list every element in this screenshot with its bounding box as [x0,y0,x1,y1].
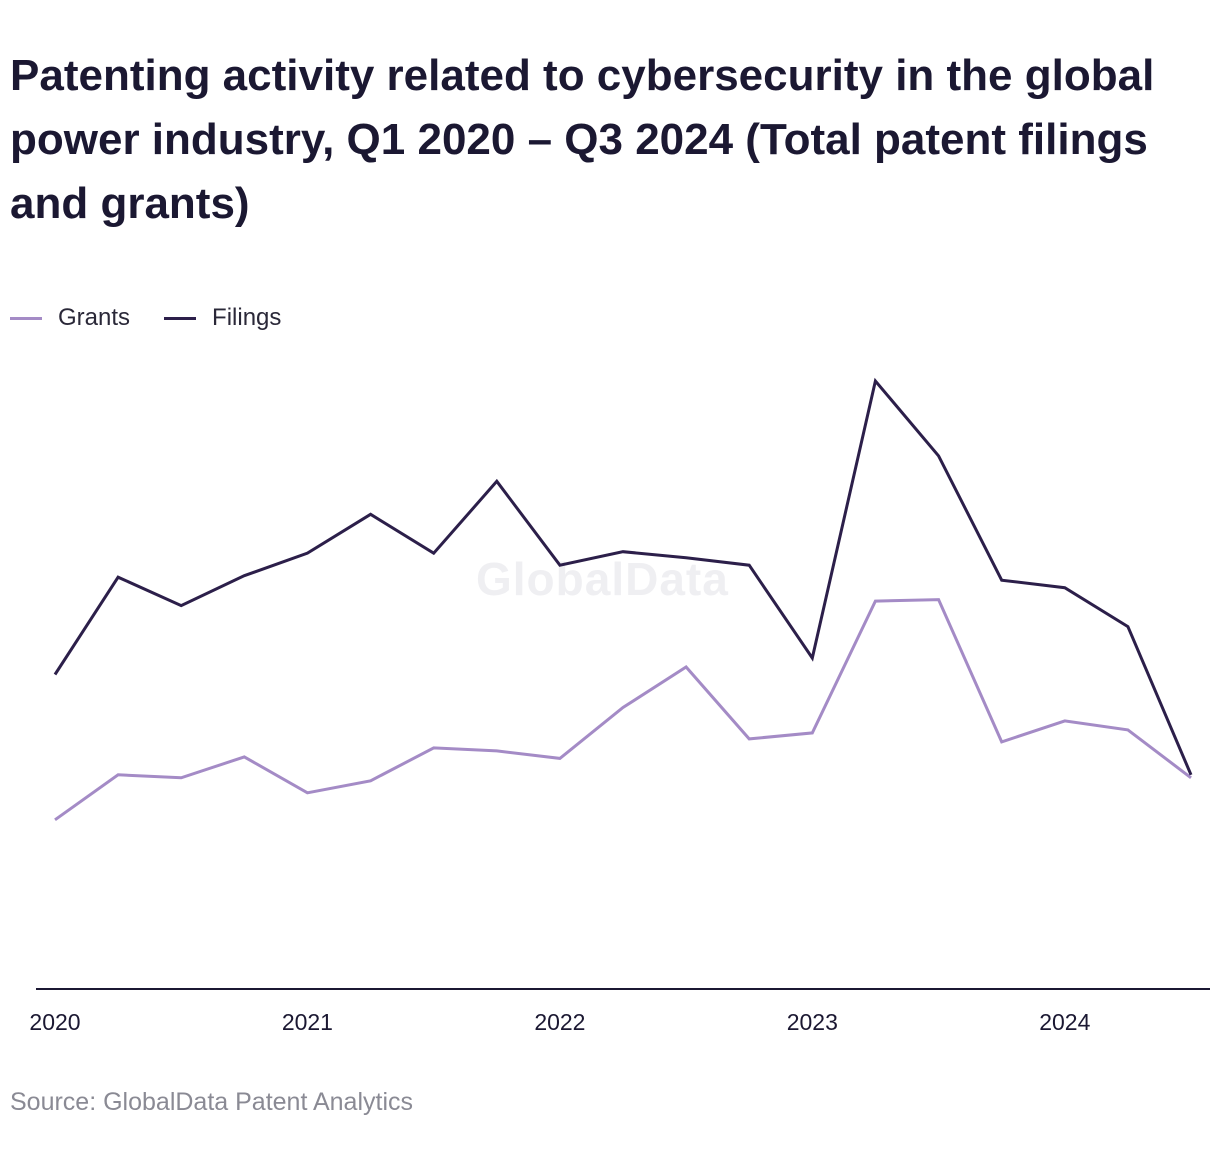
legend-item-filings: Filings [164,304,281,332]
x-tick-label-2023: 2023 [787,1009,838,1035]
x-tick-label-2021: 2021 [282,1009,333,1035]
line-chart: 2020 2021 2022 2023 2024 [29,377,1210,1035]
watermark: GlobalData [476,553,729,605]
chart-title: Patenting activity related to cybersecur… [10,51,1155,228]
legend-label-grants: Grants [58,304,131,331]
series-line-grants [54,598,1192,822]
legend-label-filings: Filings [212,304,282,331]
x-tick-label-2024: 2024 [1039,1009,1090,1035]
x-tick-label-2020: 2020 [29,1009,80,1035]
legend-swatch-grants [10,316,42,320]
series-layer [53,377,1193,822]
legend-swatch-filings [164,316,197,320]
x-tick-label-2022: 2022 [534,1009,585,1035]
source-note: Source: GlobalData Patent Analytics [10,1088,414,1116]
chart-legend: Grants Filings [10,304,315,332]
series-line-filings [53,377,1193,776]
x-tick-labels: 2020 2021 2022 2023 2024 [29,1009,1090,1035]
legend-item-grants: Grants [10,304,130,332]
